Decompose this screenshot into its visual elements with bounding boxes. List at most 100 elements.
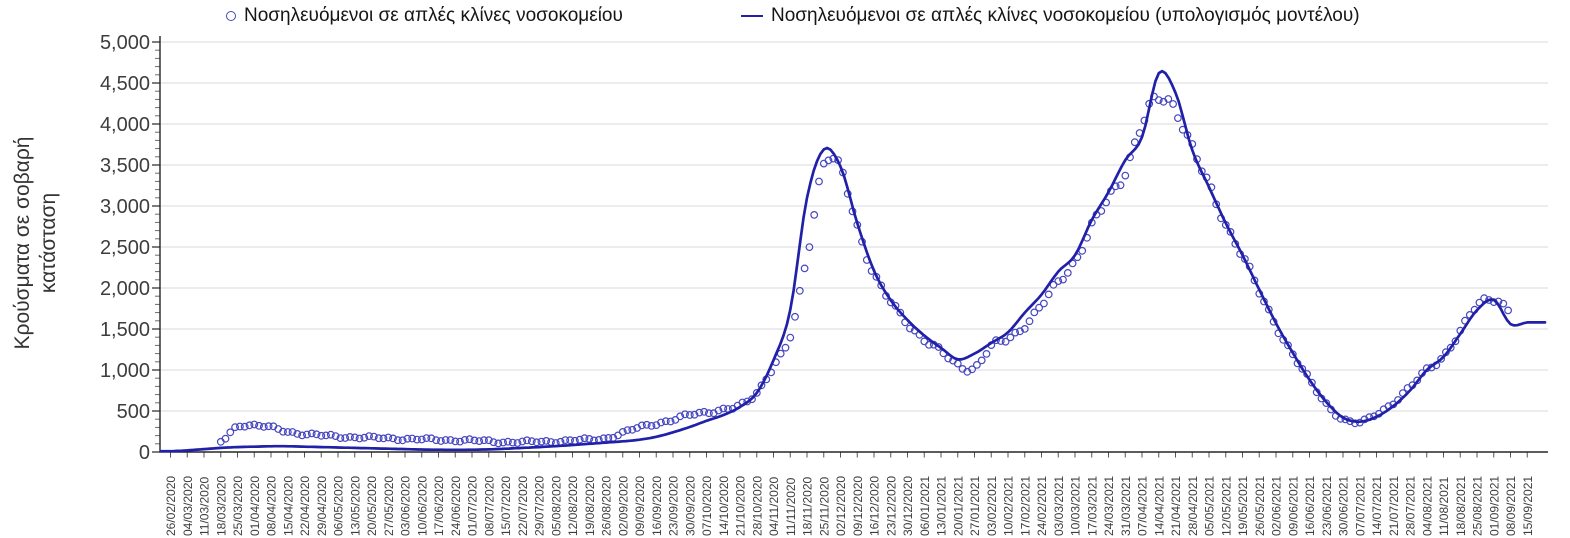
svg-text:03/06/2020: 03/06/2020	[399, 476, 413, 536]
svg-text:09/06/2021: 09/06/2021	[1286, 476, 1300, 536]
svg-text:21/10/2020: 21/10/2020	[734, 476, 748, 536]
svg-text:22/04/2020: 22/04/2020	[298, 476, 312, 536]
svg-text:3,000: 3,000	[100, 196, 150, 218]
svg-text:30/09/2020: 30/09/2020	[683, 476, 697, 536]
svg-text:03/02/2021: 03/02/2021	[985, 476, 999, 536]
svg-text:08/07/2020: 08/07/2020	[482, 476, 496, 536]
svg-text:24/06/2020: 24/06/2020	[449, 476, 463, 536]
open-circle-marker-icon	[226, 11, 236, 21]
svg-text:17/06/2020: 17/06/2020	[432, 476, 446, 536]
svg-text:27/05/2020: 27/05/2020	[382, 476, 396, 536]
svg-text:21/07/2021: 21/07/2021	[1387, 476, 1401, 536]
svg-text:15/07/2020: 15/07/2020	[499, 476, 513, 536]
svg-text:15/04/2020: 15/04/2020	[281, 476, 295, 536]
svg-text:07/07/2021: 07/07/2021	[1353, 476, 1367, 536]
svg-text:23/06/2021: 23/06/2021	[1320, 476, 1334, 536]
model-line-series	[159, 69, 1547, 453]
svg-text:10/02/2021: 10/02/2021	[1002, 476, 1016, 536]
svg-text:01/09/2021: 01/09/2021	[1487, 476, 1501, 536]
svg-text:14/07/2021: 14/07/2021	[1370, 476, 1384, 536]
svg-text:05/05/2021: 05/05/2021	[1203, 476, 1217, 536]
svg-text:03/03/2021: 03/03/2021	[1052, 476, 1066, 536]
svg-text:19/08/2020: 19/08/2020	[583, 476, 597, 536]
svg-text:28/04/2021: 28/04/2021	[1186, 476, 1200, 536]
svg-text:0: 0	[139, 442, 150, 464]
svg-text:06/05/2020: 06/05/2020	[332, 476, 346, 536]
y-axis-title: Κρούσματα σε σοβαρή κατάσταση	[10, 33, 64, 453]
svg-text:12/05/2021: 12/05/2021	[1219, 476, 1233, 536]
x-axis-labels: 26/02/2020 04/03/2020 11/03/2020 18/03/2020…	[164, 476, 1535, 536]
svg-text:10/06/2020: 10/06/2020	[415, 476, 429, 536]
svg-text:16/09/2020: 16/09/2020	[650, 476, 664, 536]
svg-text:29/04/2020: 29/04/2020	[315, 476, 329, 536]
svg-text:10/03/2021: 10/03/2021	[1069, 476, 1083, 536]
svg-text:26/08/2020: 26/08/2020	[600, 476, 614, 536]
line-marker-icon	[741, 15, 763, 17]
svg-text:02/06/2021: 02/06/2021	[1270, 476, 1284, 536]
svg-text:29/07/2020: 29/07/2020	[533, 476, 547, 536]
svg-text:1,000: 1,000	[100, 360, 150, 382]
scatter-series	[216, 92, 1512, 448]
y-axis-title-line2: κατάσταση	[36, 192, 60, 294]
svg-text:25/03/2020: 25/03/2020	[231, 476, 245, 536]
svg-text:07/04/2021: 07/04/2021	[1136, 476, 1150, 536]
svg-text:17/02/2021: 17/02/2021	[1018, 476, 1032, 536]
svg-text:14/10/2020: 14/10/2020	[717, 476, 731, 536]
svg-text:04/11/2020: 04/11/2020	[767, 477, 781, 536]
axis-lines	[159, 36, 1548, 453]
svg-text:04/03/2020: 04/03/2020	[181, 476, 195, 536]
svg-text:11/11/2020: 11/11/2020	[784, 477, 798, 536]
svg-text:16/12/2020: 16/12/2020	[868, 476, 882, 536]
svg-text:12/08/2020: 12/08/2020	[566, 476, 580, 536]
svg-text:28/10/2020: 28/10/2020	[750, 476, 764, 536]
svg-text:31/03/2021: 31/03/2021	[1119, 476, 1133, 536]
svg-text:30/12/2020: 30/12/2020	[901, 476, 915, 536]
svg-text:08/09/2021: 08/09/2021	[1504, 476, 1518, 536]
svg-text:18/08/2021: 18/08/2021	[1454, 476, 1468, 536]
svg-text:24/03/2021: 24/03/2021	[1102, 476, 1116, 536]
svg-text:22/07/2020: 22/07/2020	[516, 476, 530, 536]
legend-label-actual: Νοσηλευόμενοι σε απλές κλίνες νοσοκομείο…	[244, 5, 623, 26]
svg-text:2,500: 2,500	[100, 237, 150, 259]
legend-item-model: Νοσηλευόμενοι σε απλές κλίνες νοσοκομείο…	[741, 5, 1360, 27]
svg-text:02/09/2020: 02/09/2020	[616, 476, 630, 536]
legend-label-model: Νοσηλευόμενοι σε απλές κλίνες νοσοκομείο…	[771, 5, 1360, 26]
svg-text:02/12/2020: 02/12/2020	[834, 476, 848, 536]
svg-text:08/04/2020: 08/04/2020	[265, 476, 279, 536]
axis-ticks	[152, 41, 1528, 458]
svg-text:2,000: 2,000	[100, 278, 150, 300]
svg-text:01/07/2020: 01/07/2020	[466, 476, 480, 536]
svg-text:09/09/2020: 09/09/2020	[633, 476, 647, 536]
svg-text:5,000: 5,000	[100, 32, 150, 54]
svg-text:05/08/2020: 05/08/2020	[549, 476, 563, 536]
svg-text:04/08/2021: 04/08/2021	[1420, 476, 1434, 536]
svg-text:500: 500	[117, 401, 150, 423]
svg-text:24/02/2021: 24/02/2021	[1035, 476, 1049, 536]
svg-text:20/01/2021: 20/01/2021	[951, 476, 965, 536]
svg-text:23/09/2020: 23/09/2020	[667, 476, 681, 536]
svg-text:27/01/2021: 27/01/2021	[968, 476, 982, 536]
svg-text:4,500: 4,500	[100, 73, 150, 95]
svg-text:30/06/2021: 30/06/2021	[1337, 476, 1351, 536]
gridlines	[160, 41, 1548, 412]
svg-text:20/05/2020: 20/05/2020	[365, 476, 379, 536]
svg-text:07/10/2020: 07/10/2020	[700, 476, 714, 536]
svg-text:01/04/2020: 01/04/2020	[248, 476, 262, 536]
svg-text:23/12/2020: 23/12/2020	[884, 476, 898, 536]
svg-text:18/11/2020: 18/11/2020	[801, 477, 815, 536]
svg-text:06/01/2021: 06/01/2021	[918, 476, 932, 536]
svg-text:25/08/2021: 25/08/2021	[1471, 476, 1485, 536]
svg-text:1,500: 1,500	[100, 319, 150, 341]
svg-text:25/11/2020: 25/11/2020	[817, 477, 831, 536]
svg-text:28/07/2021: 28/07/2021	[1404, 476, 1418, 536]
svg-text:11/03/2020: 11/03/2020	[198, 477, 212, 536]
svg-text:13/05/2020: 13/05/2020	[348, 476, 362, 536]
y-axis-labels: 0 500 1,000 1,500 2,000 2,500 3,000 3,500 4,000 4…	[100, 32, 150, 464]
svg-text:15/09/2021: 15/09/2021	[1521, 476, 1535, 536]
svg-text:18/03/2020: 18/03/2020	[214, 476, 228, 536]
svg-text:26/02/2020: 26/02/2020	[164, 476, 178, 536]
svg-text:21/04/2021: 21/04/2021	[1169, 476, 1183, 536]
y-axis-title-line1: Κρούσματα σε σοβαρή	[11, 136, 34, 350]
